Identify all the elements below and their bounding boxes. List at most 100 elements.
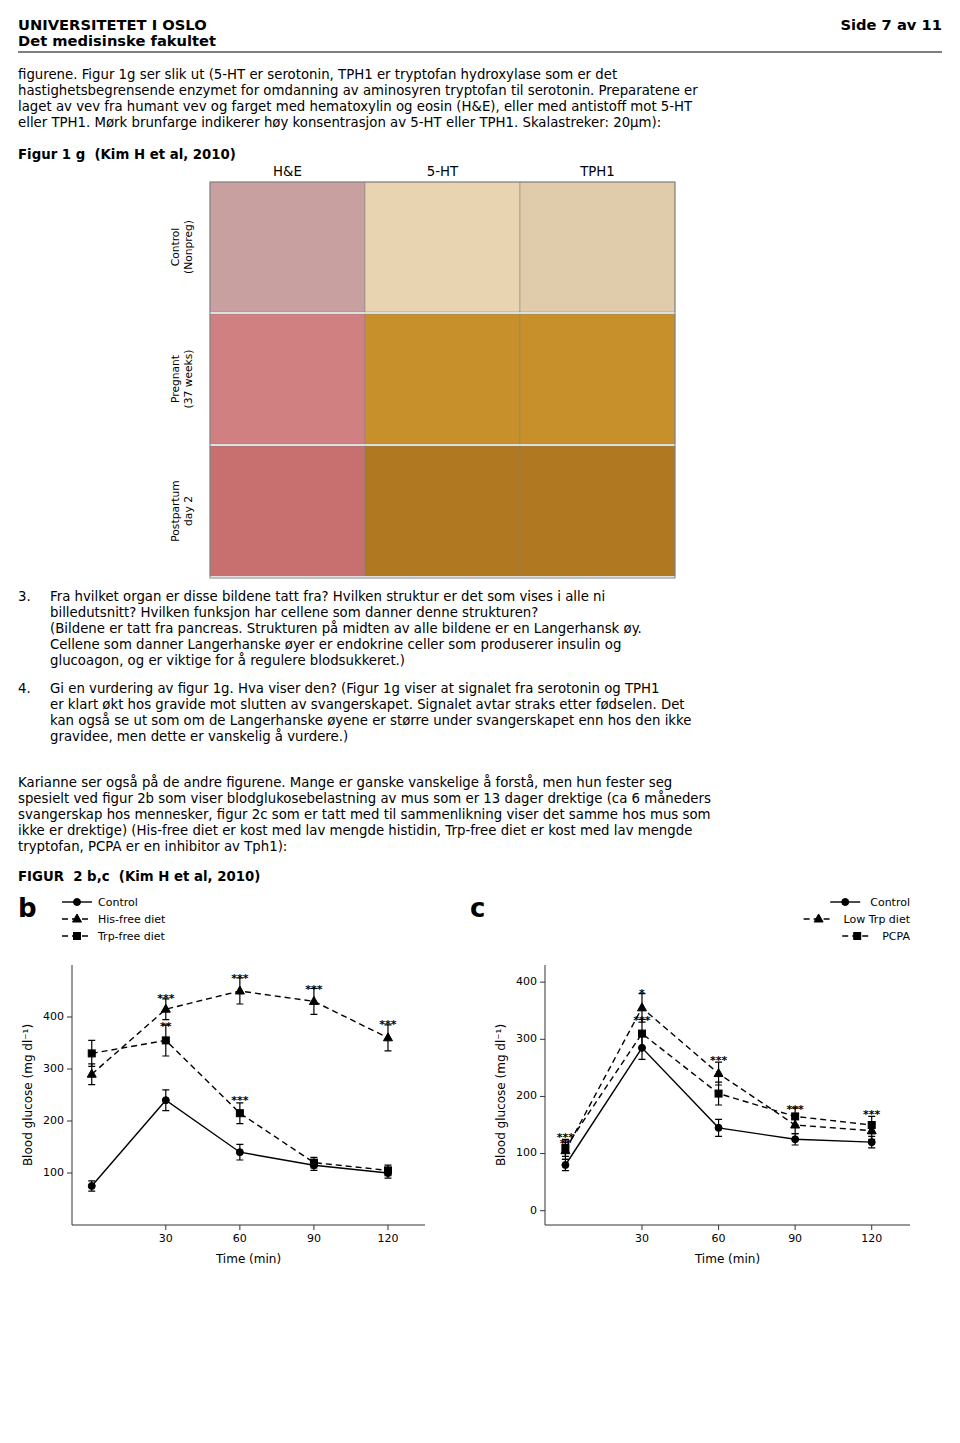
annotation: *** <box>379 1018 397 1031</box>
x-tick-label: 90 <box>307 1232 321 1245</box>
column-label: TPH1 <box>579 164 615 179</box>
x-tick-label: 120 <box>861 1232 882 1245</box>
column-label: H&E <box>273 164 302 179</box>
series-line <box>92 1040 388 1170</box>
paragraph-line: laget av vev fra humant vev og farget me… <box>18 99 693 114</box>
x-tick <box>165 1225 166 1230</box>
data-point <box>236 1110 243 1117</box>
y-axis-label: Blood glucose (mg dl⁻¹) <box>494 1024 508 1166</box>
legend-item: Low Trp diet <box>804 913 911 926</box>
series-line <box>565 1008 871 1151</box>
x-tick <box>239 1225 240 1230</box>
y-axis-label: Blood glucose (mg dl⁻¹) <box>21 1024 35 1166</box>
x-tick <box>313 1225 314 1230</box>
panel-label: c <box>470 893 485 923</box>
image-placeholder <box>520 182 675 312</box>
x-tick-label: 90 <box>788 1232 802 1245</box>
error-bar <box>236 1144 243 1160</box>
legend-label: PCPA <box>882 930 910 943</box>
error-bar <box>310 1157 317 1167</box>
y-tick <box>67 1069 72 1070</box>
legend-item: Trp-free diet <box>62 930 166 943</box>
plot-area <box>87 978 392 1191</box>
legend-label: Control <box>870 896 910 909</box>
series <box>562 1019 875 1156</box>
data-point <box>714 1069 723 1077</box>
data-point <box>637 1003 646 1011</box>
chart: b306090120100200300400Time (min)Blood gl… <box>18 893 425 1266</box>
question-line: kan også se ut som om de Langerhanske øy… <box>50 712 691 728</box>
x-tick-label: 30 <box>159 1232 173 1245</box>
annotation: *** <box>787 1103 805 1116</box>
data-point <box>88 1050 95 1057</box>
legend-item: Control <box>830 896 910 909</box>
data-point <box>562 1162 569 1169</box>
data-point <box>236 1149 243 1156</box>
background <box>0 0 960 1443</box>
panel-label: b <box>18 893 37 923</box>
x-tick-label: 30 <box>635 1232 649 1245</box>
image-placeholder <box>210 314 365 444</box>
legend: Control Low Trp diet PCPA <box>804 896 911 943</box>
data-point <box>162 1097 169 1104</box>
y-tick <box>540 982 545 983</box>
x-tick <box>387 1225 388 1230</box>
question-line: Cellene som danner Langerhanske øyer er … <box>50 637 621 652</box>
paragraph-line: Karianne ser også på de andre figurene. … <box>18 774 672 790</box>
legend-label: Low Trp diet <box>844 913 911 926</box>
chart: c3060901200100200300400Time (min)Blood g… <box>470 893 911 1266</box>
legend-label: Control <box>98 896 138 909</box>
header-left: UNIVERSITETET I OSLO <box>18 16 207 33</box>
paragraph-line: ikke er drektige) (His-free diet er kost… <box>18 823 692 838</box>
row-label-line: (Nonpreg) <box>182 220 195 274</box>
row-label-line: Control <box>169 228 182 267</box>
data-point <box>310 1159 317 1166</box>
data-point <box>383 1033 392 1041</box>
data-point <box>792 1136 799 1143</box>
x-axis <box>72 1225 425 1226</box>
paragraph-line: spesielt ved figur 2b som viser blodgluk… <box>18 790 711 806</box>
annotation: *** <box>863 1108 881 1121</box>
y-tick-label: 400 <box>43 1010 64 1023</box>
data-point <box>235 986 244 994</box>
figure-label: FIGUR 2 b,c (Kim H et al, 2010) <box>18 869 260 884</box>
y-tick <box>67 1121 72 1122</box>
y-tick-label: 0 <box>530 1204 537 1217</box>
x-tick-label: 120 <box>377 1232 398 1245</box>
series-line <box>565 1034 871 1148</box>
question-number: 3. <box>18 589 31 604</box>
legend-marker <box>854 933 861 940</box>
header-left: Det medisinske fakultet <box>18 32 216 49</box>
data-point <box>88 1183 95 1190</box>
question-line: Gi en vurdering av figur 1g. Hva viser d… <box>50 681 660 696</box>
data-point <box>162 1037 169 1044</box>
y-tick-label: 200 <box>43 1114 64 1127</box>
legend-label: His-free diet <box>98 913 166 926</box>
question-line: er klart økt hos gravide mot slutten av … <box>50 697 685 712</box>
series <box>87 978 392 1085</box>
legend: Control His-free diet Trp-free diet <box>62 896 166 943</box>
legend-marker <box>842 899 849 906</box>
row-label-line: Postpartum <box>169 480 182 541</box>
error-bar <box>162 1090 169 1111</box>
annotation: *** <box>710 1054 728 1067</box>
error-bar <box>792 1134 799 1145</box>
y-tick-label: 300 <box>516 1032 537 1045</box>
header-right: Side 7 av 11 <box>840 16 942 33</box>
data-point <box>161 1004 170 1012</box>
data-point <box>638 1030 645 1037</box>
x-tick-label: 60 <box>233 1232 247 1245</box>
paragraph-line: eller TPH1. Mørk brunfarge indikerer høy… <box>18 115 661 130</box>
annotation: *** <box>157 992 175 1005</box>
legend-item: Control <box>62 896 138 909</box>
legend-item: PCPA <box>842 930 910 943</box>
question-line: Fra hvilket organ er disse bildene tatt … <box>50 589 605 604</box>
question-number: 4. <box>18 681 31 696</box>
error-bar <box>562 1159 569 1170</box>
image-placeholder <box>365 314 520 444</box>
row-label-line: day 2 <box>182 496 195 526</box>
annotation: *** <box>305 983 323 996</box>
series <box>562 1036 875 1170</box>
page: UNIVERSITETET I OSLODet medisinske fakul… <box>0 0 960 1443</box>
data-point <box>868 1122 875 1129</box>
